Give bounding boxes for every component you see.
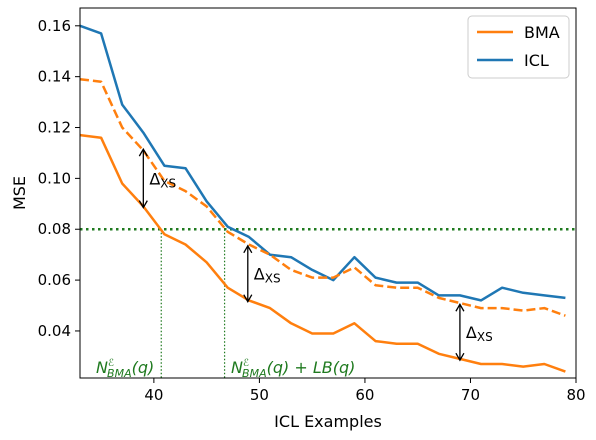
delta-xs-label: ΔXS xyxy=(254,265,281,286)
x-tick-label: 40 xyxy=(144,386,163,404)
n-subscript: BMA xyxy=(242,367,267,380)
n-subscript: BMA xyxy=(107,367,132,380)
delta-xs-subscript: XS xyxy=(265,272,281,286)
y-axis-label: MSE xyxy=(10,176,29,210)
delta-xs-label: ΔXS xyxy=(466,323,493,344)
n-suffix: (q) xyxy=(132,358,155,377)
bma-series-line xyxy=(80,133,566,373)
legend: BMA ICL xyxy=(467,15,570,79)
y-tick-label: 0.12 xyxy=(38,119,71,137)
n-bma-label: Nℰ BMA(q) xyxy=(96,358,154,380)
legend-label-icl: ICL xyxy=(524,51,549,70)
y-tick-label: 0.06 xyxy=(38,271,71,289)
delta-arrow-head-down xyxy=(243,294,253,304)
delta-xs-subscript: XS xyxy=(160,176,176,190)
n-symbol: N xyxy=(231,358,243,377)
axis-ticks: 40 50 60 70 80 0.04 0.06 0.08 0.10 0.12 0.14 0.16 xyxy=(38,17,586,404)
plot-area xyxy=(80,24,576,378)
delta-arrow-head-up xyxy=(243,244,253,254)
delta-arrow-head-down xyxy=(138,200,148,209)
y-tick-label: 0.16 xyxy=(38,17,71,35)
n-bma-lb-label: Nℰ BMA(q) + LB(q) xyxy=(231,358,355,380)
n-superscript: ℰ xyxy=(108,358,114,369)
x-axis-label: ICL Examples xyxy=(274,412,382,431)
y-tick-label: 0.08 xyxy=(38,220,71,238)
delta-xs-subscript: XS xyxy=(477,330,493,344)
icl-series-line xyxy=(80,24,566,302)
delta-arrow-head-down xyxy=(455,352,465,362)
delta-arrow-head-up xyxy=(455,302,465,312)
plot-frame xyxy=(79,7,577,379)
n-superscript: ℰ xyxy=(243,358,249,369)
delta-xs-arrow-3: ΔXS xyxy=(455,302,493,362)
x-tick-label: 70 xyxy=(461,386,480,404)
y-tick-label: 0.10 xyxy=(38,169,71,187)
x-tick-label: 50 xyxy=(250,386,269,404)
n-symbol: N xyxy=(96,358,108,377)
y-tick-label: 0.04 xyxy=(38,322,71,340)
y-tick-label: 0.14 xyxy=(38,68,71,86)
bma-dashed-series-line xyxy=(80,77,566,317)
delta-xs-arrow-1: ΔXS xyxy=(138,147,176,209)
delta-arrow-head-up xyxy=(138,147,148,157)
n-suffix: (q) + LB(q) xyxy=(267,358,356,377)
legend-label-bma: BMA xyxy=(524,23,560,42)
x-tick-label: 80 xyxy=(566,386,585,404)
x-tick-label: 60 xyxy=(355,386,374,404)
delta-xs-label: ΔXS xyxy=(149,169,176,190)
